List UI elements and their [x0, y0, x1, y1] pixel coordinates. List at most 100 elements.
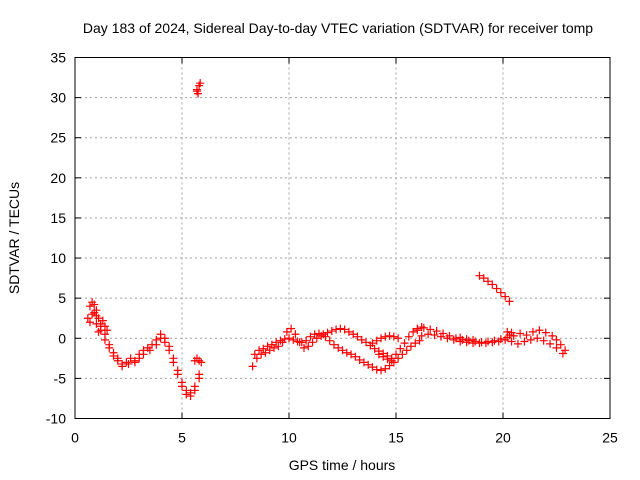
data-point [430, 331, 439, 340]
data-point [94, 327, 103, 336]
x-tick-label: 5 [178, 430, 186, 446]
data-point [319, 330, 328, 339]
data-point [276, 336, 285, 345]
y-tick-label: 30 [50, 90, 66, 106]
data-point [479, 274, 488, 283]
data-point [396, 344, 405, 353]
data-point [160, 338, 169, 347]
data-point [349, 330, 358, 339]
data-point [351, 352, 360, 361]
data-point [274, 342, 283, 351]
data-point [528, 327, 537, 336]
data-point [197, 358, 206, 367]
data-point [370, 344, 379, 353]
y-tick-label: 20 [50, 170, 66, 186]
data-point [192, 87, 201, 96]
data-point [513, 339, 522, 348]
data-point [359, 358, 368, 367]
data-point [342, 348, 351, 357]
data-point [368, 339, 377, 348]
data-point [334, 343, 343, 352]
data-point [402, 346, 411, 355]
data-point [406, 342, 415, 351]
y-tick-label: -10 [46, 411, 66, 427]
data-point [477, 338, 486, 347]
y-tick-label: 25 [50, 130, 66, 146]
data-point [325, 336, 334, 345]
data-point [250, 350, 259, 359]
x-tick-labels: 0 5 10 15 20 25 [71, 430, 618, 446]
data-point [145, 346, 154, 355]
data-point [481, 339, 490, 348]
data-point [124, 359, 133, 368]
data-point [130, 358, 139, 367]
data-point [552, 335, 561, 344]
data-point [385, 331, 394, 340]
data-point [122, 358, 131, 367]
series-tracks-c [413, 323, 570, 358]
data-point [381, 332, 390, 341]
data-point [387, 356, 396, 365]
data-point [103, 326, 112, 335]
y-tick-label: 10 [50, 250, 66, 266]
data-point [252, 354, 261, 363]
data-point [426, 325, 435, 334]
series-outlier [192, 79, 205, 98]
chart-title: Day 183 of 2024, Sidereal Day-to-day VTE… [83, 20, 593, 36]
data-point [306, 332, 315, 341]
data-point [505, 297, 514, 306]
data-point [338, 346, 347, 355]
data-point [456, 333, 465, 342]
data-point [263, 342, 272, 351]
data-point [336, 324, 345, 333]
data-point [90, 300, 99, 309]
data-point [520, 337, 529, 346]
data-point [469, 335, 478, 344]
data-point [400, 339, 409, 348]
y-tick-label: -5 [54, 370, 67, 386]
data-point [394, 334, 403, 343]
data-point [152, 340, 161, 349]
data-point [507, 328, 516, 337]
x-tick-label: 0 [71, 430, 79, 446]
data-point [248, 362, 257, 371]
data-point [310, 330, 319, 339]
data-point [186, 392, 195, 401]
data-point [267, 340, 276, 349]
data-point [357, 335, 366, 344]
x-tick-label: 15 [388, 430, 404, 446]
data-point [533, 334, 542, 343]
y-tick-label: 0 [58, 330, 66, 346]
data-point [449, 335, 458, 344]
data-point [327, 327, 336, 336]
data-point [552, 343, 561, 352]
y-tick-labels: -10 -5 0 5 10 15 20 25 30 35 [46, 50, 66, 427]
data-point [156, 334, 165, 343]
data-point [297, 338, 306, 347]
y-tick-label: 15 [50, 210, 66, 226]
x-axis-label: GPS time / hours [289, 457, 396, 473]
data-point [109, 351, 118, 360]
data-point [344, 327, 353, 336]
data-point [377, 366, 386, 375]
data-point [285, 334, 293, 343]
data-point [377, 334, 386, 343]
data-point [501, 292, 510, 301]
data-point [372, 365, 381, 374]
x-tick-label: 20 [495, 430, 511, 446]
data-point [364, 360, 373, 369]
data-point [308, 338, 317, 347]
data-point [355, 355, 364, 364]
data-point [374, 350, 383, 359]
data-point [287, 324, 296, 333]
data-point [372, 336, 381, 345]
data-point [381, 364, 390, 373]
data-point [85, 302, 94, 311]
data-point [484, 277, 493, 286]
data-point [409, 327, 418, 336]
data-point [443, 334, 452, 343]
y-axis-label: SDTVAR / TECUs [6, 182, 22, 294]
axis-ticks [74, 57, 611, 419]
data-point [548, 331, 557, 340]
